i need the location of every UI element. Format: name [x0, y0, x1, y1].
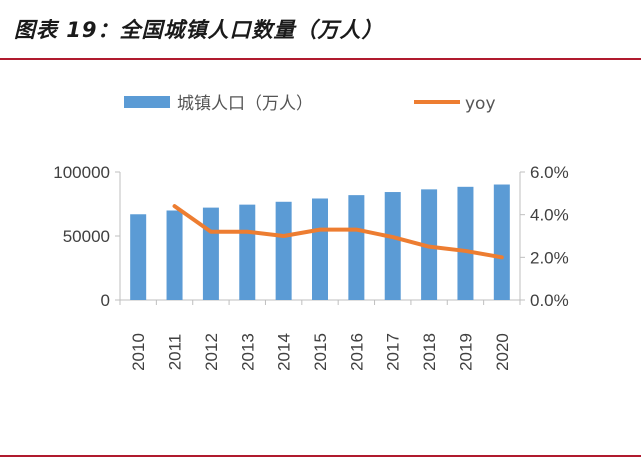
bar-2019 — [457, 186, 474, 300]
bar-2014 — [275, 201, 292, 300]
axes: 0 50000 100000 0.0% 2.0% 4.0% 6.0% — [53, 163, 568, 310]
bar-2017 — [384, 192, 401, 300]
right-tick-label: 2.0% — [530, 248, 569, 267]
category-label: 2010 — [129, 333, 148, 371]
right-tick-label: 0.0% — [530, 291, 569, 310]
category-label: 2014 — [275, 333, 294, 371]
category-labels: 2010 2011 2012 2013 2014 2015 2016 2017 2018 2019… — [129, 333, 512, 371]
left-tick-label: 100000 — [53, 163, 110, 182]
legend-label-line: yoy — [465, 94, 496, 114]
category-label: 2020 — [493, 333, 512, 371]
bar-2010 — [130, 214, 147, 300]
category-label: 2017 — [384, 333, 403, 371]
right-tick-label: 4.0% — [530, 206, 569, 225]
legend-swatch-bar — [124, 96, 170, 108]
left-tick-label: 50000 — [63, 227, 110, 246]
category-label: 2013 — [238, 333, 257, 371]
title-rule — [0, 58, 641, 60]
bar-2015 — [312, 198, 328, 300]
yoy-line — [172, 204, 504, 260]
bars — [130, 184, 510, 300]
legend: 城镇人口（万人） yoy — [124, 94, 496, 114]
figure-title: 图表 19：全国城镇人口数量（万人） — [14, 18, 384, 42]
right-tick-label: 6.0% — [530, 163, 569, 182]
category-label: 2015 — [311, 333, 330, 371]
left-tick-label: 0 — [101, 291, 110, 310]
bar-2020 — [493, 184, 510, 300]
category-label: 2018 — [420, 333, 439, 371]
bar-2016 — [348, 195, 365, 300]
bottom-rule — [0, 455, 641, 457]
bar-2013 — [239, 204, 256, 300]
category-label: 2012 — [202, 333, 221, 371]
category-label: 2016 — [347, 333, 366, 371]
bar-2012 — [202, 207, 219, 300]
yoy-line-group — [172, 204, 504, 260]
category-label: 2011 — [166, 334, 185, 371]
bar-2011 — [166, 210, 183, 300]
legend-label-bar: 城镇人口（万人） — [177, 94, 313, 114]
category-label: 2019 — [456, 333, 475, 371]
